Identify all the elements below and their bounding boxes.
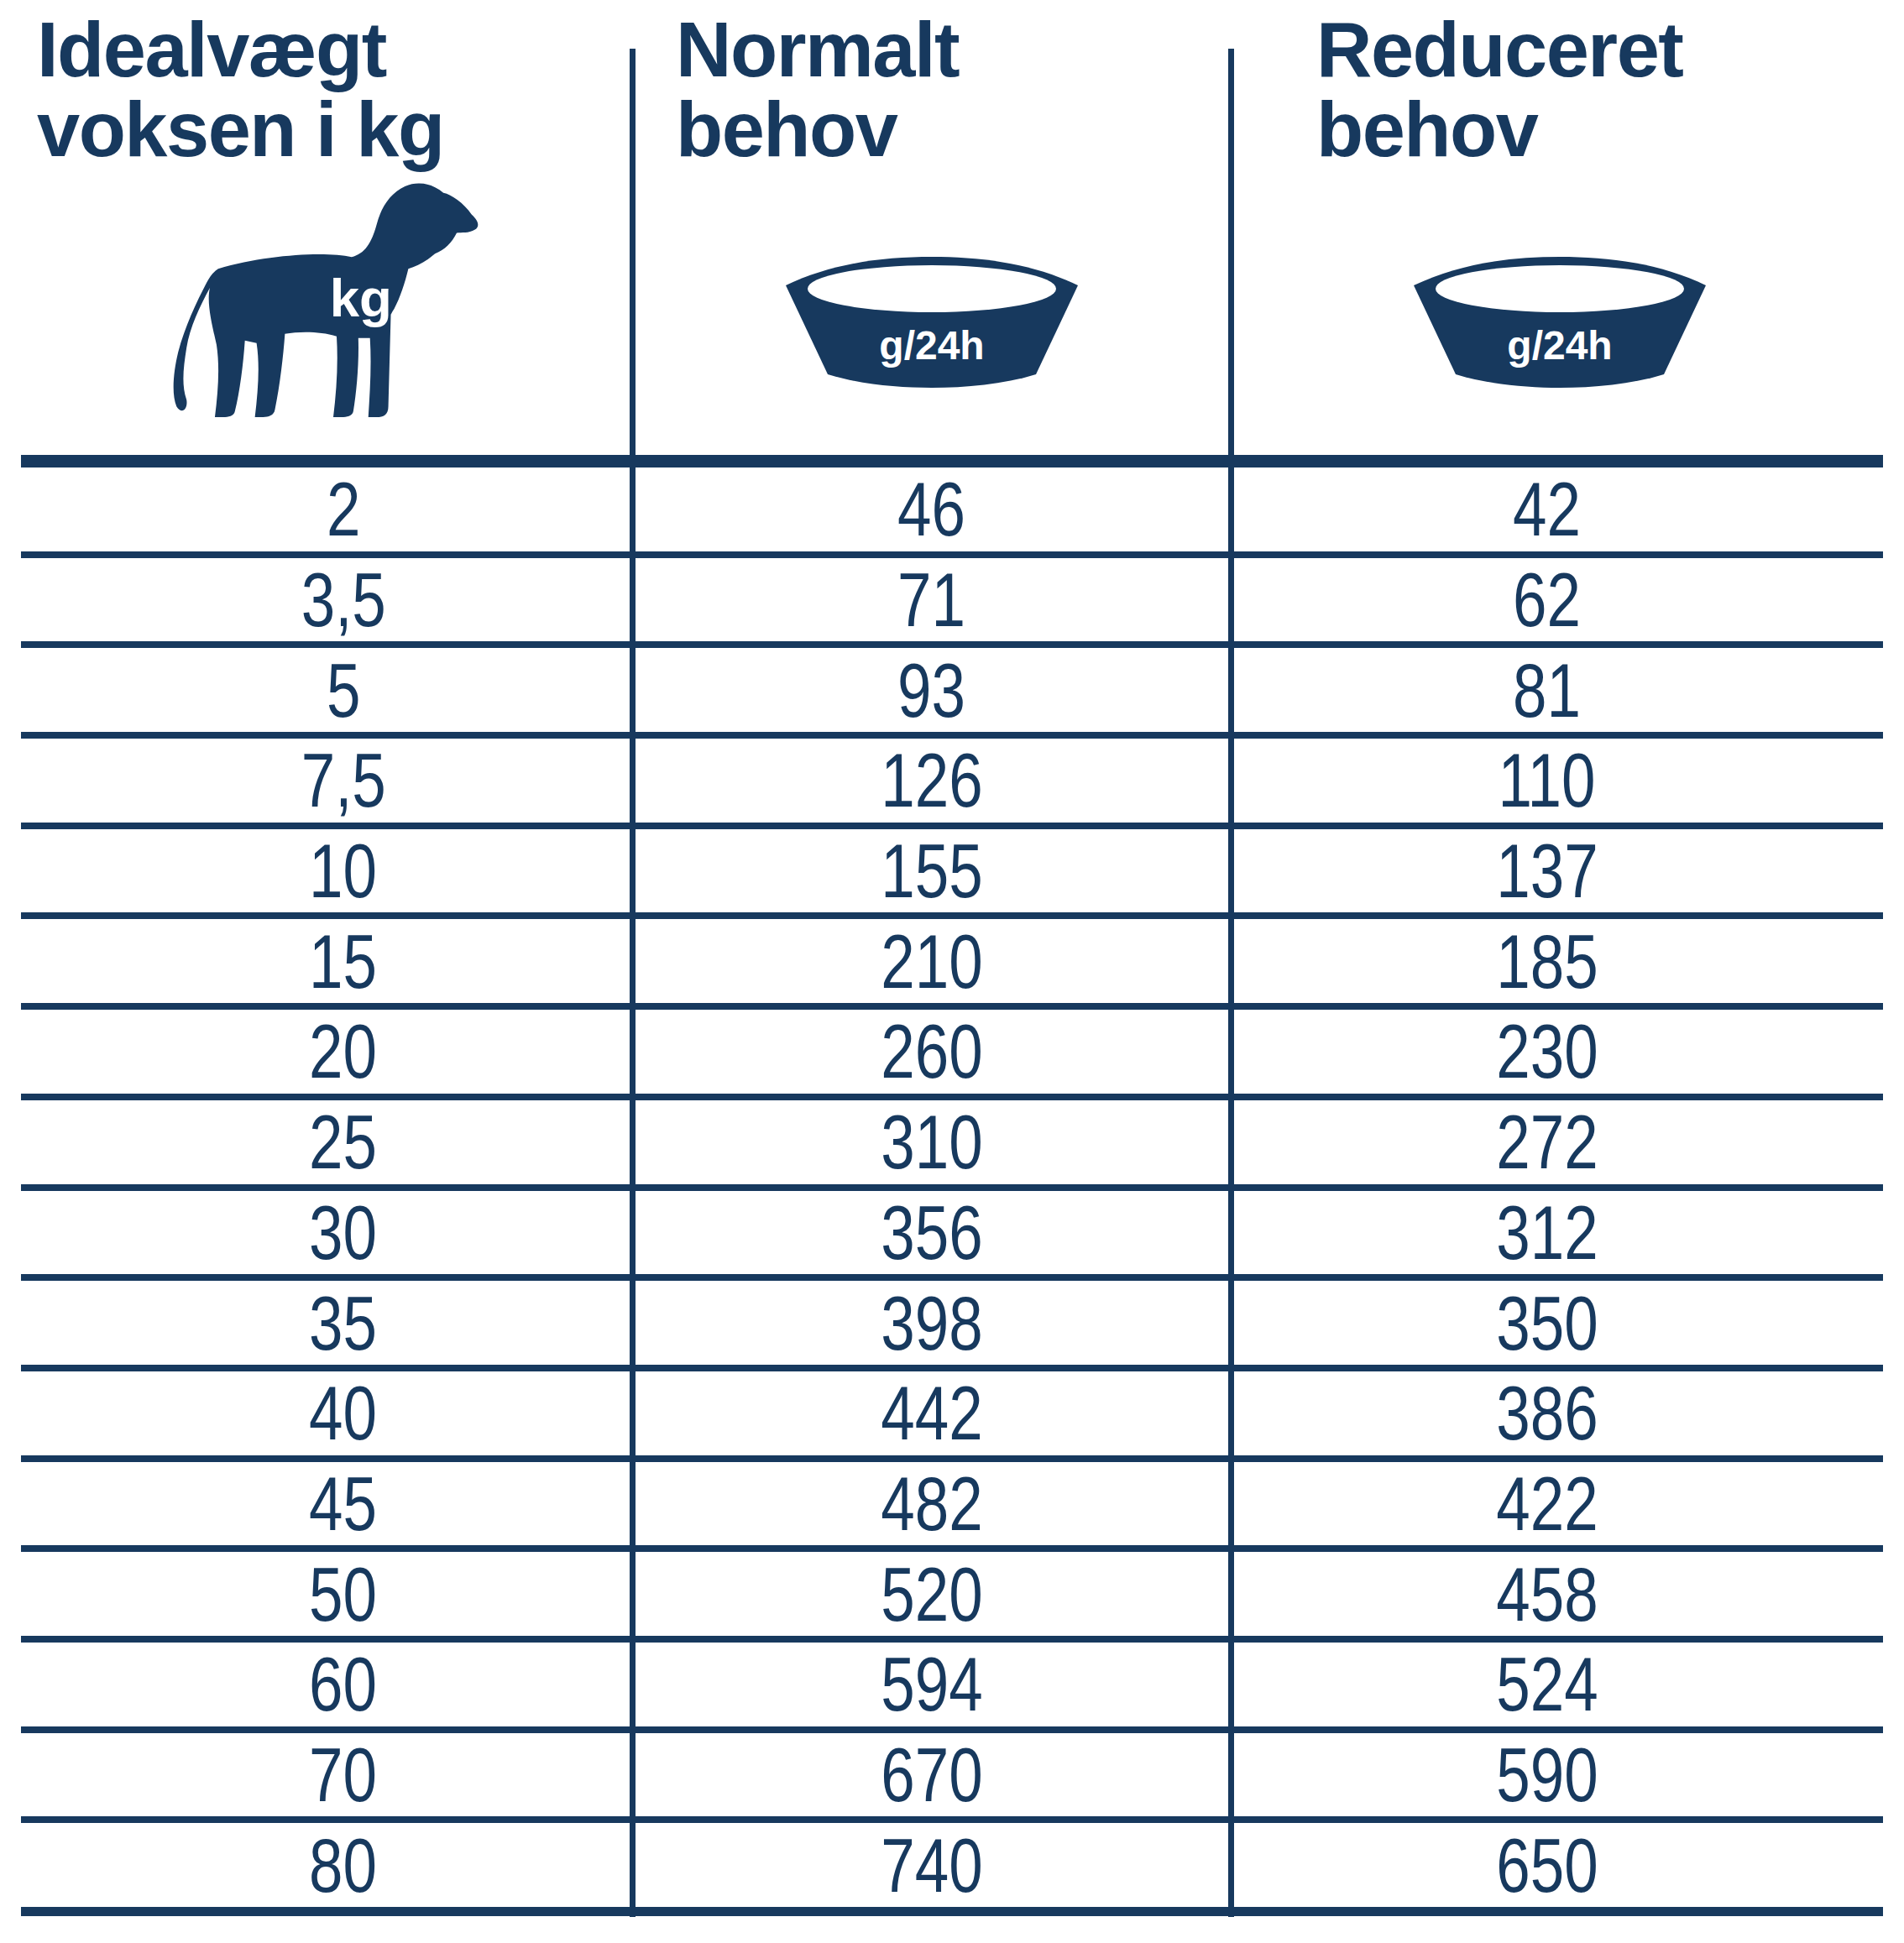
reduced-need-cell: 81 xyxy=(1504,652,1589,729)
table-row: 5 93 81 xyxy=(21,648,1883,739)
weight-cell: 70 xyxy=(301,1737,385,1813)
table-row: 10 155 137 xyxy=(21,829,1883,920)
reduced-need-cell: 62 xyxy=(1504,561,1589,638)
reduced-need-cell: 386 xyxy=(1483,1375,1611,1451)
reduced-need-cell: 524 xyxy=(1483,1646,1611,1722)
normal-need-cell: 482 xyxy=(868,1465,996,1542)
reduced-need-cell: 230 xyxy=(1483,1013,1611,1089)
column-header-line1: Reduceret xyxy=(1316,10,1682,90)
reduced-need-cell: 185 xyxy=(1483,923,1611,1000)
kg-label: kg xyxy=(330,268,392,327)
weight-cell: 15 xyxy=(301,923,385,1000)
weight-cell: 25 xyxy=(301,1104,385,1180)
table-row: 2 46 42 xyxy=(21,467,1883,558)
table-row: 35 398 350 xyxy=(21,1281,1883,1371)
column-header-reduced-need: Reduceret behov xyxy=(1316,10,1682,170)
normal-need-cell: 93 xyxy=(889,652,974,729)
normal-need-cell: 594 xyxy=(868,1646,996,1722)
normal-need-cell: 260 xyxy=(868,1013,996,1089)
weight-cell: 40 xyxy=(301,1375,385,1451)
table-row: 60 594 524 xyxy=(21,1643,1883,1733)
weight-cell: 60 xyxy=(301,1646,385,1722)
weight-cell: 10 xyxy=(301,833,385,909)
weight-cell: 30 xyxy=(301,1194,385,1271)
normal-need-cell: 670 xyxy=(868,1737,996,1813)
table-row: 15 210 185 xyxy=(21,919,1883,1010)
g24h-label: g/24h xyxy=(1507,323,1612,368)
table-row: 20 260 230 xyxy=(21,1010,1883,1100)
normal-need-cell: 126 xyxy=(868,742,996,818)
table-row: 50 520 458 xyxy=(21,1552,1883,1643)
bowl-icon: g/24h xyxy=(781,250,1083,389)
reduced-need-cell: 590 xyxy=(1483,1737,1611,1813)
weight-cell: 45 xyxy=(301,1465,385,1542)
normal-need-cell: 398 xyxy=(868,1285,996,1361)
reduced-need-cell: 137 xyxy=(1483,833,1611,909)
normal-need-cell: 155 xyxy=(868,833,996,909)
reduced-need-cell: 110 xyxy=(1486,742,1608,818)
bowl-icon: g/24h xyxy=(1409,250,1711,389)
header-separator-bar xyxy=(21,455,1883,467)
table-row: 45 482 422 xyxy=(21,1462,1883,1553)
table-rows: 2 46 42 3,5 71 62 5 93 81 7,5 126 110 10… xyxy=(0,467,1904,1916)
table-row: 70 670 590 xyxy=(21,1733,1883,1824)
normal-need-cell: 520 xyxy=(868,1556,996,1632)
normal-need-cell: 46 xyxy=(889,471,974,547)
table-row: 25 310 272 xyxy=(21,1100,1883,1191)
normal-need-cell: 740 xyxy=(868,1827,996,1904)
weight-cell: 20 xyxy=(301,1013,385,1089)
table-row: 3,5 71 62 xyxy=(21,558,1883,649)
column-header-ideal-weight: Idealvægt voksen i kg xyxy=(37,10,444,170)
reduced-need-cell: 272 xyxy=(1483,1104,1611,1180)
normal-need-cell: 442 xyxy=(868,1375,996,1451)
column-header-line1: Idealvægt xyxy=(37,10,444,90)
table-row: 80 740 650 xyxy=(21,1823,1883,1916)
table-row: 7,5 126 110 xyxy=(21,739,1883,829)
column-header-line2: voksen i kg xyxy=(37,90,444,170)
column-header-line2: behov xyxy=(676,90,959,170)
reduced-need-cell: 42 xyxy=(1504,471,1589,547)
weight-cell: 35 xyxy=(301,1285,385,1361)
reduced-need-cell: 458 xyxy=(1483,1556,1611,1632)
normal-need-cell: 210 xyxy=(868,923,996,1000)
normal-need-cell: 310 xyxy=(868,1104,996,1180)
feeding-guide-table: Idealvægt voksen i kg kg Normalt behov g… xyxy=(0,0,1904,1943)
reduced-need-cell: 350 xyxy=(1483,1285,1611,1361)
normal-need-cell: 356 xyxy=(868,1194,996,1271)
reduced-need-cell: 312 xyxy=(1483,1194,1611,1271)
reduced-need-cell: 422 xyxy=(1483,1465,1611,1542)
column-header-line2: behov xyxy=(1316,90,1682,170)
weight-cell: 80 xyxy=(301,1827,385,1904)
g24h-label: g/24h xyxy=(879,323,984,368)
weight-cell: 7,5 xyxy=(290,742,397,818)
table-row: 40 442 386 xyxy=(21,1371,1883,1462)
weight-cell: 50 xyxy=(301,1556,385,1632)
weight-cell: 5 xyxy=(322,652,365,729)
table-row: 30 356 312 xyxy=(21,1191,1883,1282)
weight-cell: 3,5 xyxy=(290,561,397,638)
reduced-need-cell: 650 xyxy=(1483,1827,1611,1904)
dog-kg-icon: kg xyxy=(166,173,500,423)
weight-cell: 2 xyxy=(322,471,365,547)
column-header-normal-need: Normalt behov xyxy=(676,10,959,170)
normal-need-cell: 71 xyxy=(889,561,974,638)
column-header-line1: Normalt xyxy=(676,10,959,90)
